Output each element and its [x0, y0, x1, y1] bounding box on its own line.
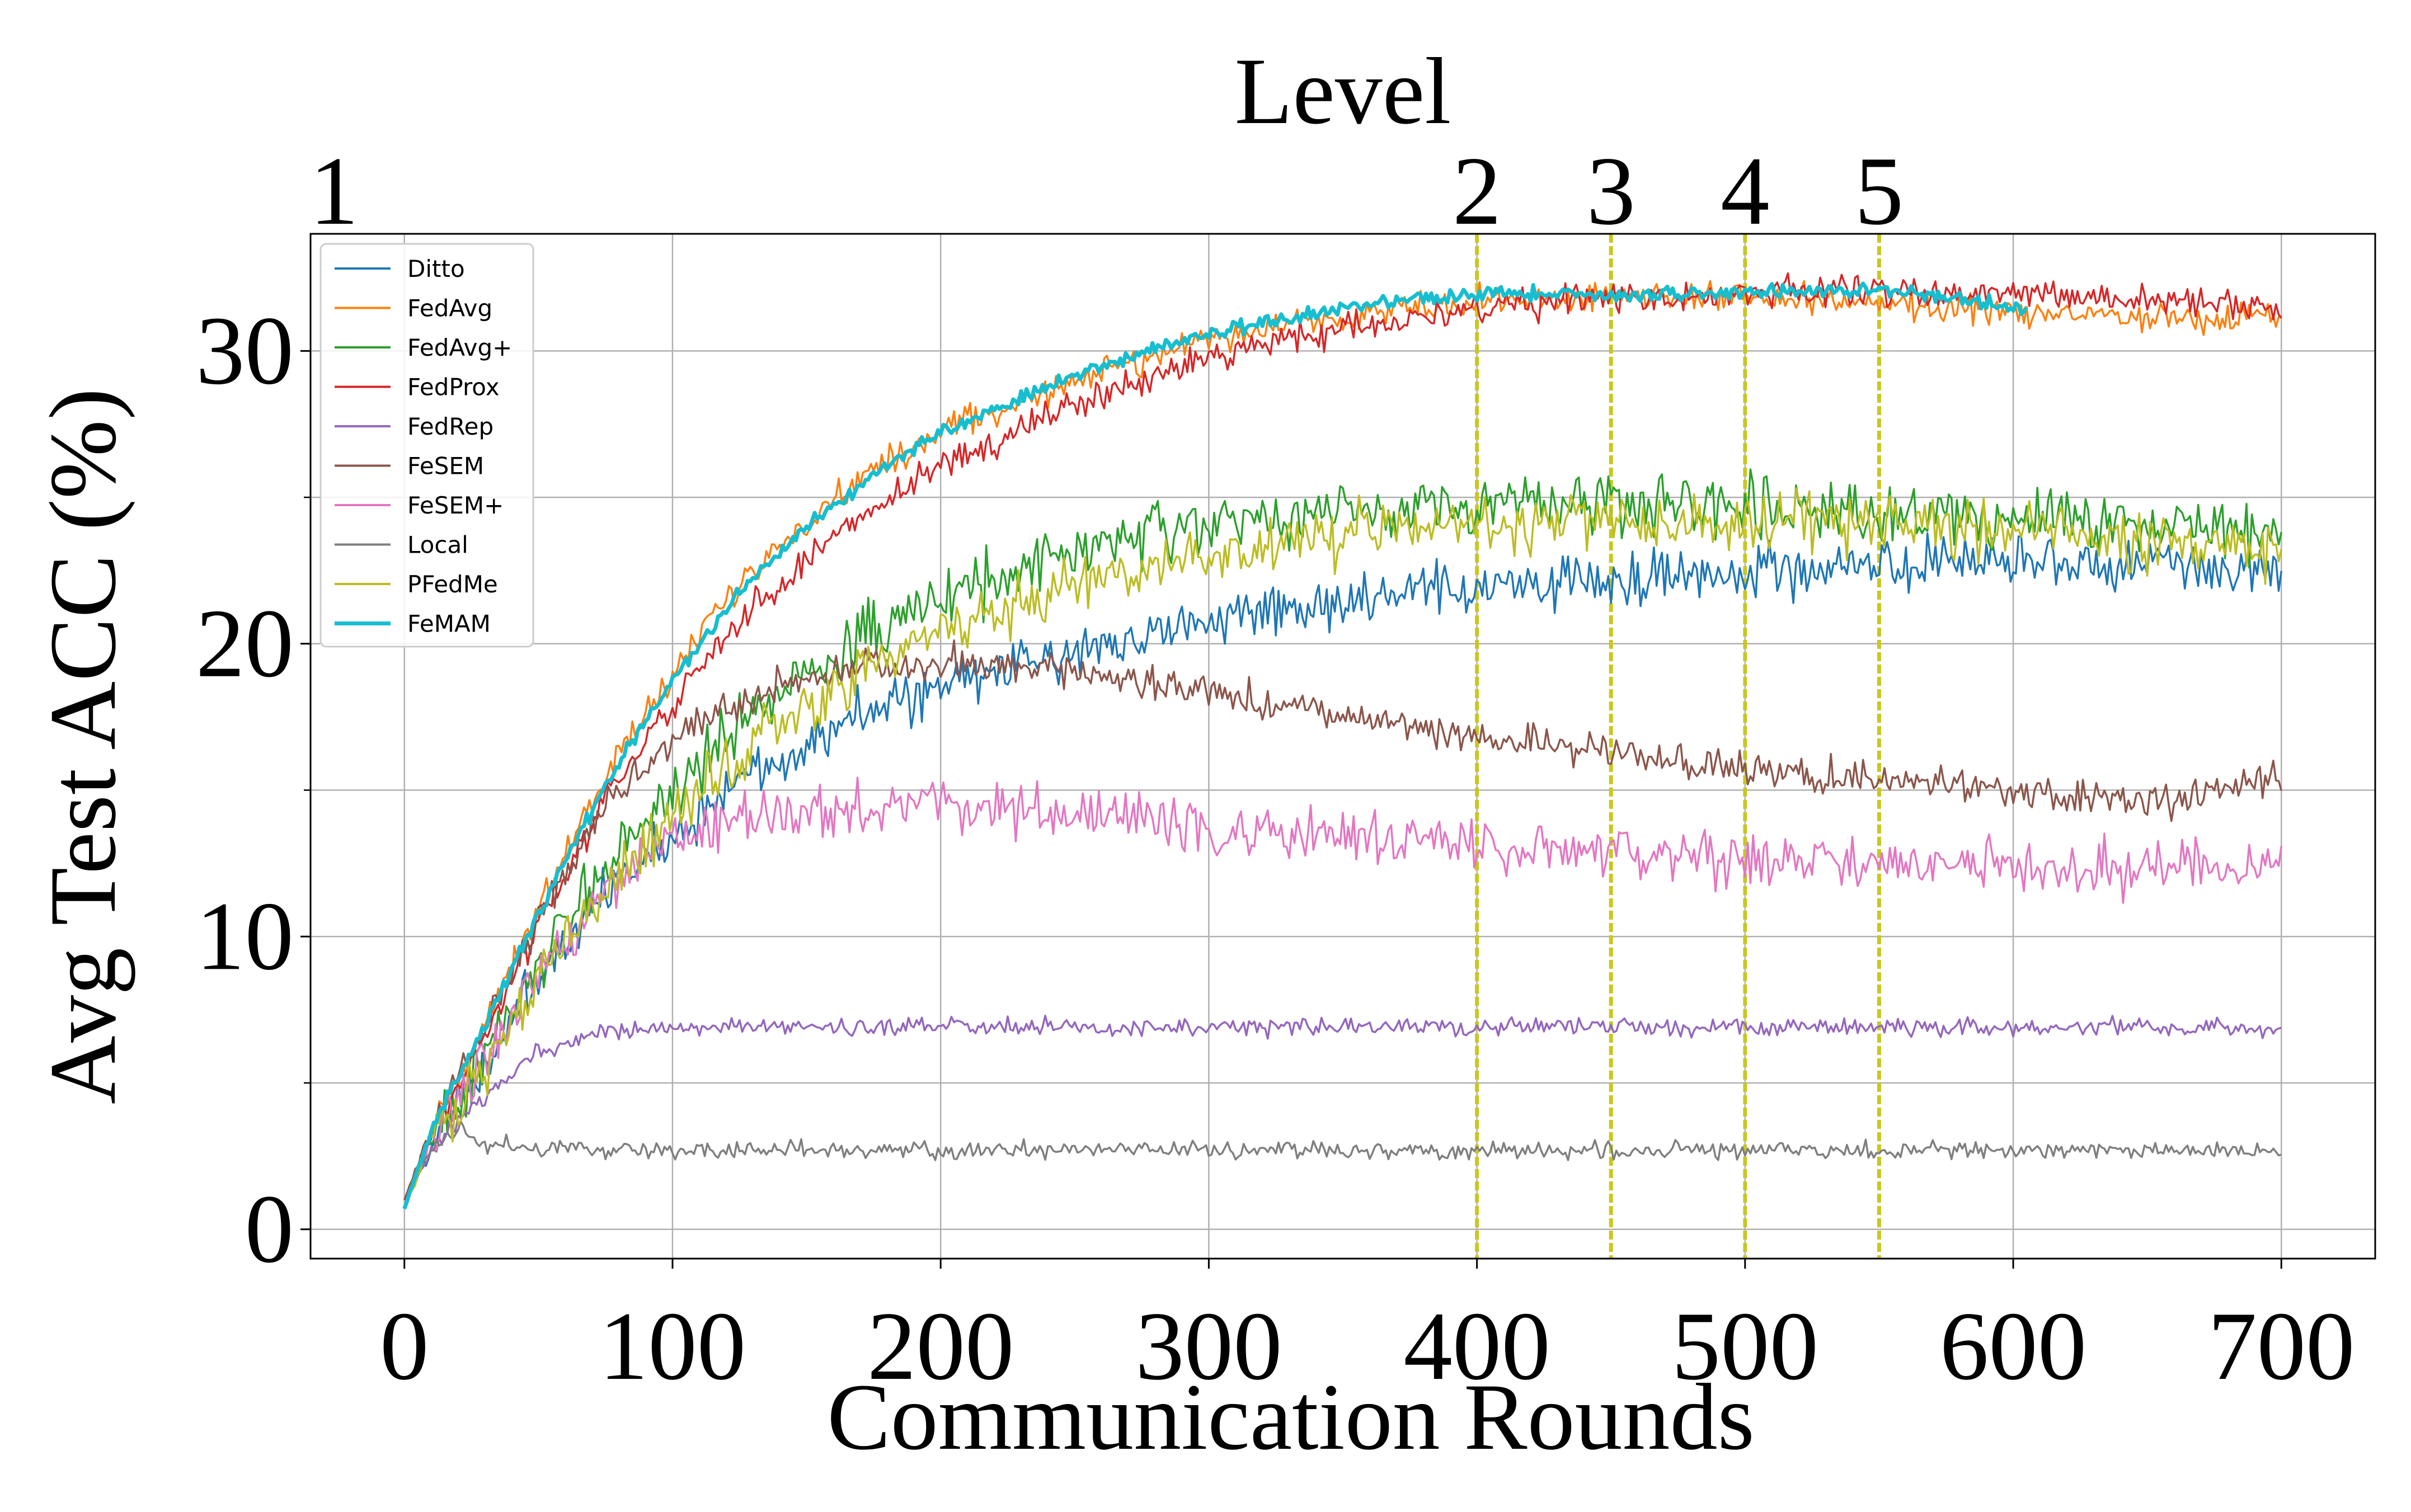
legend-label: FeSEM	[407, 453, 484, 480]
x-tick-label: 700	[2208, 1292, 2355, 1400]
y-axis-label: Avg Test ACC (%)	[30, 388, 135, 1104]
x-tick-label: 100	[599, 1292, 746, 1400]
plot-area	[402, 272, 2283, 1210]
legend-label: PFedMe	[407, 571, 498, 598]
x-tick-label: 0	[380, 1292, 429, 1400]
legend-label: FedProx	[407, 374, 500, 401]
y-tick-label: 20	[196, 589, 294, 698]
x-tick-label: 600	[1940, 1292, 2087, 1400]
plot-frame	[309, 233, 2376, 1260]
series-line-local	[403, 1120, 2282, 1207]
axis-ticks: 0 100 200 300 400 500 600 700 0 10 20 30	[196, 296, 2355, 1400]
legend-entries: Ditto FedAvg FedAvg+ FedProx FedRep FeSEM FeSE…	[335, 255, 512, 638]
legend: Ditto FedAvg FedAvg+ FedProx FedRep FeSEM FeSE…	[319, 243, 534, 648]
level-label: 1	[309, 136, 359, 245]
level-label: 2	[1453, 136, 1502, 245]
level-lines	[1475, 234, 1881, 1259]
series-lines	[402, 272, 2283, 1210]
legend-label: FedAvg	[407, 295, 492, 322]
level-label: 3	[1586, 136, 1635, 245]
legend-label: FeMAM	[407, 610, 491, 638]
x-axis-label: Communication Rounds	[827, 1364, 1755, 1469]
x-tick-label: 300	[1135, 1292, 1282, 1400]
series-line-fedprox	[403, 272, 2282, 1200]
legend-label: FedAvg+	[407, 334, 512, 361]
level-label: 4	[1721, 136, 1770, 245]
top-axis-label: Level	[1235, 39, 1451, 144]
series-line-fesem	[403, 639, 2282, 1200]
series-line-femam	[402, 281, 2028, 1210]
x-tick-label: 500	[1672, 1292, 1819, 1400]
legend-label: Local	[407, 531, 468, 559]
x-tick-label: 200	[867, 1292, 1014, 1400]
x-tick-label: 400	[1403, 1292, 1550, 1400]
series-line-fedrep	[403, 1015, 2282, 1201]
legend-label: FedRep	[407, 413, 494, 440]
y-tick-label: 30	[196, 296, 294, 404]
y-tick-label: 0	[245, 1175, 294, 1283]
series-line-fedavg-plus	[403, 468, 2283, 1207]
legend-box	[319, 243, 534, 648]
series-line-ditto	[403, 532, 2283, 1200]
legend-label: FeSEM+	[407, 492, 504, 519]
level-label: 5	[1855, 136, 1904, 245]
legend-label: Ditto	[407, 255, 465, 282]
series-line-pfedme	[403, 487, 2283, 1207]
series-line-fesem-plus	[403, 776, 2283, 1207]
y-tick-label: 10	[196, 882, 294, 990]
